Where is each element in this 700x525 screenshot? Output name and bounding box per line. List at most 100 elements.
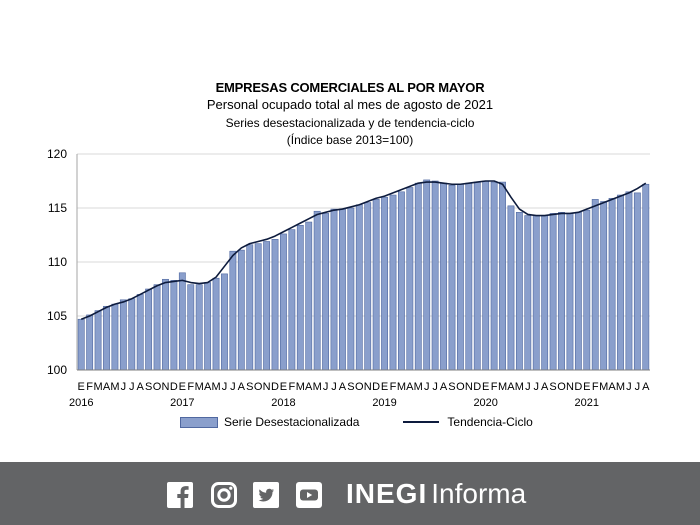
chart-legend: Serie Desestacionalizada Tendencia-Ciclo	[180, 414, 577, 430]
bar	[389, 194, 397, 371]
legend-bar-swatch	[180, 416, 218, 428]
chart-subtitle-series: Series desestacionalizada y de tendencia…	[225, 116, 475, 130]
y-tick-label: 100	[47, 363, 67, 377]
bar	[558, 212, 565, 371]
bar	[237, 249, 245, 371]
inegi-informa-logo: INEGI Informa	[346, 477, 526, 511]
instagram-icon[interactable]	[211, 482, 237, 508]
bar	[574, 212, 582, 371]
bar	[254, 243, 262, 371]
bar	[305, 221, 313, 371]
bar	[178, 272, 186, 371]
bar	[77, 318, 85, 371]
bar	[465, 182, 473, 371]
bar	[625, 191, 633, 371]
x-tick-label: O	[456, 381, 465, 393]
x-tick-label: F	[390, 381, 397, 393]
x-tick-label: F	[86, 381, 93, 393]
x-tick-label: D	[271, 381, 279, 393]
x-tick-label: A	[238, 381, 246, 393]
x-year-label: 2018	[271, 397, 295, 409]
bar	[473, 181, 481, 371]
x-tick-label: M	[599, 381, 608, 393]
x-tick-label: E	[78, 381, 85, 393]
facebook-icon[interactable]	[167, 482, 193, 508]
bar	[170, 280, 178, 371]
x-tick-label: M	[616, 381, 625, 393]
x-tick-label: A	[507, 381, 515, 393]
x-tick-label: J	[626, 381, 632, 393]
x-tick-label: J	[323, 381, 329, 393]
x-tick-label: D	[170, 381, 178, 393]
bar	[229, 250, 237, 371]
x-tick-label: D	[473, 381, 481, 393]
x-tick-label: A	[204, 381, 212, 393]
x-tick-label: N	[263, 381, 271, 393]
x-tick-label: S	[246, 381, 253, 393]
bar	[406, 187, 414, 371]
x-tick-label: J	[331, 381, 337, 393]
bar	[448, 185, 456, 371]
x-tick-label: E	[583, 381, 590, 393]
bar	[431, 180, 439, 371]
x-tick-label: F	[491, 381, 498, 393]
bar	[136, 294, 144, 371]
bar	[440, 182, 447, 371]
trend-line	[80, 180, 647, 320]
legend-label-line: Tendencia-Ciclo	[447, 415, 533, 429]
x-tick-label: M	[93, 381, 102, 393]
chart-subtitle-base: (Índice base 2013=100)	[286, 133, 414, 147]
x-tick-label: N	[465, 381, 473, 393]
legend-item-line: Tendencia-Ciclo	[403, 415, 533, 429]
x-tick-label: J	[222, 381, 228, 393]
x-tick-label: O	[254, 381, 263, 393]
bar	[642, 183, 650, 371]
bar	[86, 314, 94, 371]
chart-title: EMPRESAS COMERCIALES AL POR MAYOR	[215, 80, 485, 95]
chart-area: EMPRESAS COMERCIALES AL POR MAYOR Person…	[47, 80, 650, 430]
brand-inegi: INEGI	[346, 478, 428, 509]
bar	[524, 215, 532, 371]
bar	[128, 298, 136, 371]
bar	[398, 191, 405, 371]
x-year-label: 2016	[69, 397, 93, 409]
x-tick-label: M	[296, 381, 305, 393]
bar	[423, 179, 431, 371]
twitter-icon[interactable]	[253, 482, 279, 508]
x-tick-label: A	[339, 381, 347, 393]
bar	[296, 224, 304, 371]
x-tick-label: M	[414, 381, 423, 393]
x-tick-label: A	[440, 381, 448, 393]
x-tick-label: A	[642, 381, 650, 393]
x-tick-label: J	[129, 381, 135, 393]
x-tick-label: F	[187, 381, 194, 393]
x-tick-label: F	[592, 381, 599, 393]
x-tick-label: A	[406, 381, 414, 393]
bar	[372, 199, 380, 371]
bar	[515, 212, 523, 371]
bar	[566, 213, 574, 371]
x-tick-label: E	[381, 381, 388, 393]
x-tick-label: M	[110, 381, 119, 393]
bar	[633, 192, 641, 371]
brand-informa: Informa	[431, 478, 527, 509]
x-tick-label: M	[498, 381, 507, 393]
legend-item-bars: Serie Desestacionalizada	[180, 415, 359, 429]
bar	[271, 239, 279, 371]
bar	[162, 278, 169, 371]
x-tick-label: A	[608, 381, 616, 393]
bar	[195, 284, 203, 371]
x-tick-label: J	[121, 381, 127, 393]
youtube-icon[interactable]	[296, 482, 322, 508]
x-tick-label: A	[541, 381, 549, 393]
bar	[347, 207, 355, 371]
x-tick-label: F	[289, 381, 296, 393]
x-tick-label: E	[280, 381, 287, 393]
bar	[355, 204, 363, 371]
x-tick-label: J	[635, 381, 641, 393]
footer-bar: INEGI Informa	[0, 462, 700, 525]
legend-label-bars: Serie Desestacionalizada	[224, 415, 360, 429]
x-tick-label: S	[145, 381, 152, 393]
bar	[339, 208, 346, 371]
x-year-label: 2021	[575, 397, 599, 409]
